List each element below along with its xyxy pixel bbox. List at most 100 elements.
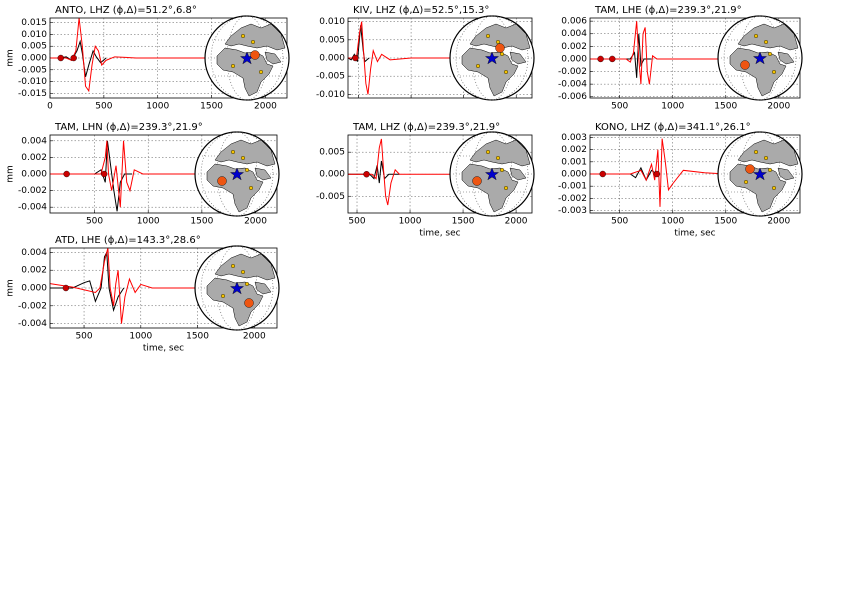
x-tick-label: 2000 xyxy=(505,217,528,227)
station xyxy=(250,50,260,60)
y-tick-label: -0.006 xyxy=(558,92,587,102)
y-tick-label: 0.005 xyxy=(319,148,345,158)
y-tick-label: 0.002 xyxy=(21,266,47,276)
panel-title: ANTO, LHZ (ϕ,Δ)=51.2°,6.8° xyxy=(55,5,197,16)
y-tick-label: 0.002 xyxy=(21,153,47,163)
x-tick-label: 1000 xyxy=(399,217,422,227)
panel: 0.005 0.000 -0.005 500 1000 1500 2000 TAM, LHZ … xyxy=(316,122,535,239)
waveform xyxy=(590,138,800,207)
station xyxy=(472,176,482,186)
y-tick-label: 0.010 xyxy=(21,30,47,40)
x-tick-label: 2000 xyxy=(244,217,267,227)
x-axis-label: time, sec xyxy=(674,229,715,239)
y-tick-label: -0.004 xyxy=(18,319,47,329)
x-tick-label: 1500 xyxy=(452,217,475,227)
y-tick-label: 0.002 xyxy=(561,145,587,155)
waveform xyxy=(50,250,125,313)
y-tick-label: -0.005 xyxy=(316,192,345,202)
y-tick-label: -0.005 xyxy=(18,65,47,75)
globe xyxy=(449,131,535,217)
y-axis-label: mm xyxy=(6,165,16,183)
y-tick-label: -0.015 xyxy=(18,89,47,99)
globe xyxy=(449,15,535,101)
traces xyxy=(348,138,532,206)
globe-inset xyxy=(449,15,535,101)
x-tick-label: 500 xyxy=(95,102,112,112)
y-tick-label: 0.001 xyxy=(561,157,587,167)
y-tick-label: 0.000 xyxy=(21,284,47,294)
station xyxy=(244,298,254,308)
x-tick-label: 500 xyxy=(611,217,628,227)
x-tick-label: 1500 xyxy=(186,332,209,342)
x-tick-label: 1000 xyxy=(137,217,160,227)
x-tick-label: 500 xyxy=(86,217,103,227)
panel-title: TAM, LHN (ϕ,Δ)=239.3°,21.9° xyxy=(54,122,203,133)
station xyxy=(495,43,505,53)
y-tick-label: -0.003 xyxy=(558,206,587,216)
y-axis-label: mm xyxy=(6,279,16,297)
x-tick-label: 2000 xyxy=(254,102,277,112)
y-tick-label: 0.000 xyxy=(21,170,47,180)
traces xyxy=(50,140,277,212)
arrival-marker xyxy=(653,170,661,178)
waveform xyxy=(50,248,277,324)
globe-inset xyxy=(194,131,280,217)
y-tick-label: 0.005 xyxy=(21,42,47,52)
panel: 0.010 0.005 0.000 -0.005 -0.010 KIV, LHZ (ϕ,Δ… xyxy=(316,5,535,101)
x-tick-label: 500 xyxy=(348,217,365,227)
y-axis-label: mm xyxy=(6,49,16,67)
waveform xyxy=(348,160,400,184)
arrival-marker xyxy=(70,54,77,62)
waveform xyxy=(348,21,532,95)
arrival-marker xyxy=(609,55,616,63)
waveform xyxy=(348,138,532,206)
arrival-marker xyxy=(597,55,604,63)
y-tick-label: 0.004 xyxy=(21,136,47,146)
y-tick-label: 0.004 xyxy=(21,248,47,258)
y-tick-label: -0.002 xyxy=(18,186,47,196)
x-tick-label: 1500 xyxy=(714,102,737,112)
panel-title: TAM, LHZ (ϕ,Δ)=239.3°,21.9° xyxy=(352,122,500,133)
y-tick-label: -0.002 xyxy=(558,67,587,77)
station xyxy=(745,164,755,174)
traces xyxy=(50,248,277,324)
y-tick-label: 0.000 xyxy=(561,170,587,180)
globe-inset xyxy=(449,131,535,217)
y-tick-label: 0.004 xyxy=(561,29,587,39)
y-tick-label: -0.004 xyxy=(18,203,47,213)
y-tick-label: 0.000 xyxy=(319,170,345,180)
x-tick-label: 1500 xyxy=(714,217,737,227)
globe-inset xyxy=(204,15,290,101)
panel-title: ATD, LHE (ϕ,Δ)=143.3°,28.6° xyxy=(55,235,201,246)
y-tick-label: -0.005 xyxy=(316,72,345,82)
globe xyxy=(194,245,280,331)
arrival-marker xyxy=(63,170,70,178)
x-tick-label: 1500 xyxy=(200,102,223,112)
arrival-marker xyxy=(57,54,64,62)
x-tick-label: 1500 xyxy=(190,217,213,227)
traces xyxy=(348,21,532,95)
waveform xyxy=(50,39,107,77)
panel: 0.004 0.002 0.000 -0.002 -0.004 500 1000 1500 20… xyxy=(6,235,280,354)
y-tick-label: 0.010 xyxy=(319,17,345,27)
x-tick-label: 1000 xyxy=(129,332,152,342)
x-tick-label: 0 xyxy=(47,102,53,112)
arrival-marker xyxy=(352,54,359,62)
panel: 0.003 0.002 0.001 0.000 -0.001 -0.002 -0.003 50… xyxy=(558,122,803,239)
arrival-marker xyxy=(363,171,370,178)
traces xyxy=(50,18,287,93)
x-tick-label: 2000 xyxy=(767,217,790,227)
waveform xyxy=(590,21,800,85)
panel: 0.004 0.002 0.000 -0.002 -0.004 500 1000 1500 20… xyxy=(6,122,280,227)
globe xyxy=(717,15,803,101)
traces xyxy=(590,138,800,207)
y-tick-label: 0.015 xyxy=(21,18,47,28)
arrival-marker xyxy=(599,170,606,178)
x-tick-label: 1000 xyxy=(661,217,684,227)
globe-inset xyxy=(717,131,803,217)
x-axis-label: time, sec xyxy=(143,344,184,354)
y-tick-label: 0.005 xyxy=(319,35,345,45)
y-tick-label: -0.010 xyxy=(18,77,47,87)
arrival-marker xyxy=(101,170,108,178)
